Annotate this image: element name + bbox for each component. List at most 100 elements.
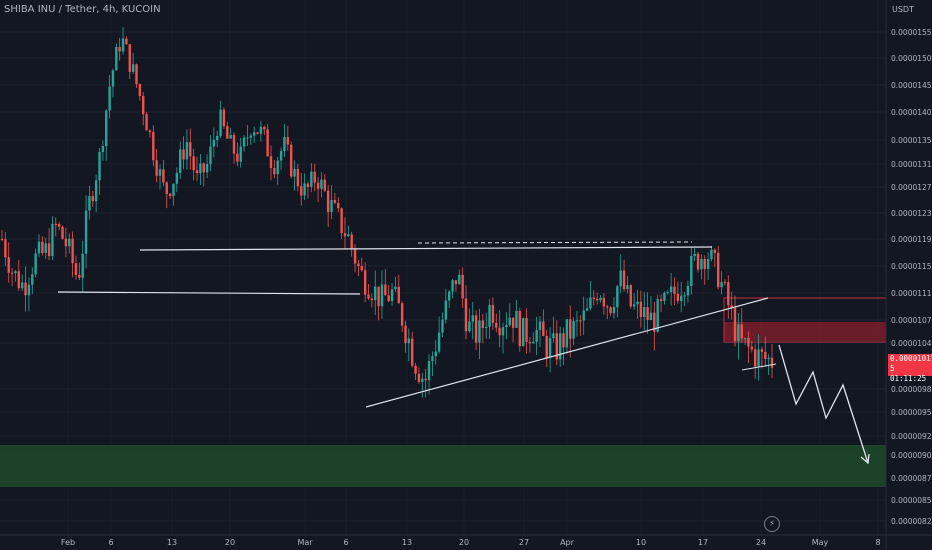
candle-body bbox=[333, 200, 337, 203]
candle-body bbox=[491, 304, 495, 323]
candle-body bbox=[192, 156, 195, 171]
candle-body bbox=[158, 169, 162, 176]
candle-body bbox=[306, 183, 310, 187]
candle-body bbox=[175, 172, 179, 184]
candle-body bbox=[199, 163, 202, 174]
candle-body bbox=[659, 299, 663, 301]
candle-body bbox=[532, 341, 535, 344]
candle-body bbox=[71, 238, 74, 264]
candle-body bbox=[205, 164, 209, 173]
candle-body bbox=[14, 271, 17, 274]
candle-body bbox=[51, 223, 54, 257]
candle-body bbox=[182, 149, 185, 160]
candle-body bbox=[27, 284, 31, 296]
candle-body bbox=[515, 310, 518, 328]
candle-body bbox=[505, 325, 508, 328]
candle-body bbox=[293, 168, 296, 177]
candle-body bbox=[424, 378, 427, 381]
candle-body bbox=[511, 317, 515, 328]
candle-body bbox=[155, 160, 158, 176]
candle-body bbox=[313, 171, 316, 183]
candle-body bbox=[643, 307, 646, 318]
x-axis[interactable]: Feb 6 13 20 Mar 6 13 20 27 Apr 10 17 24 May 8 bbox=[61, 538, 881, 547]
candle-body bbox=[629, 285, 632, 307]
candle-body bbox=[286, 137, 290, 145]
support-line bbox=[57, 291, 361, 295]
y-tick-label: 0.000010400 bbox=[891, 339, 932, 348]
candle-body bbox=[202, 163, 205, 173]
candle-body bbox=[142, 95, 145, 115]
candle-body bbox=[558, 333, 562, 360]
candle-body bbox=[488, 304, 491, 327]
y-tick-label: 0.000008280 bbox=[891, 517, 932, 526]
candle-body bbox=[34, 253, 37, 275]
candle-body bbox=[24, 282, 27, 296]
candle-body bbox=[451, 280, 454, 292]
candle-body bbox=[683, 295, 686, 297]
y-tick-label: 0.000012700 bbox=[891, 183, 932, 192]
y-tick-label: 0.000009250 bbox=[891, 432, 932, 441]
candle-body bbox=[656, 299, 659, 332]
candle-body bbox=[521, 317, 525, 347]
candle-body bbox=[437, 332, 441, 352]
candle-body bbox=[212, 139, 216, 147]
candle-body bbox=[7, 257, 10, 273]
candle-body bbox=[400, 303, 404, 326]
candle-body bbox=[91, 196, 94, 202]
candle-body bbox=[602, 297, 606, 307]
candle-body bbox=[4, 239, 7, 258]
candle-body bbox=[74, 263, 78, 275]
candle-body bbox=[700, 259, 703, 270]
candle-body bbox=[458, 274, 461, 285]
candle-body bbox=[47, 243, 51, 257]
y-axis[interactable]: 0.000015500 0.000015000 0.000014500 0.00001… bbox=[891, 28, 932, 526]
candle-body bbox=[538, 321, 542, 331]
candle-body bbox=[454, 280, 458, 285]
x-tick-label: 6 bbox=[343, 538, 348, 547]
candle-body bbox=[609, 307, 612, 314]
candle-body bbox=[256, 132, 259, 134]
candle-body bbox=[343, 233, 347, 237]
x-tick-label: 13 bbox=[402, 538, 412, 547]
candle-body bbox=[757, 349, 760, 367]
candle-body bbox=[575, 320, 579, 322]
candle-body bbox=[259, 126, 263, 134]
candle-body bbox=[720, 282, 723, 288]
candle-body bbox=[562, 333, 565, 348]
lightning-icon[interactable]: ⚡ bbox=[764, 516, 780, 532]
candle-body bbox=[478, 320, 481, 343]
candle-body bbox=[363, 270, 367, 295]
candle-body bbox=[189, 142, 192, 157]
candle-body bbox=[330, 200, 333, 212]
candle-body bbox=[431, 356, 434, 362]
candle-body bbox=[585, 308, 589, 311]
x-tick-label: 24 bbox=[756, 538, 766, 547]
y-tick-label: 0.000015500 bbox=[891, 28, 932, 37]
candle-body bbox=[599, 297, 602, 301]
candle-body bbox=[128, 44, 131, 72]
candle-body bbox=[427, 361, 431, 381]
candle-body bbox=[474, 315, 478, 343]
x-tick-label: Feb bbox=[61, 538, 75, 547]
candle-body bbox=[209, 146, 212, 165]
candle-body bbox=[747, 338, 750, 347]
candle-body bbox=[434, 351, 437, 357]
candle-body bbox=[310, 171, 313, 187]
candle-body bbox=[484, 326, 488, 328]
candle-body bbox=[743, 338, 747, 340]
candle-body bbox=[384, 284, 387, 296]
candle-body bbox=[441, 319, 444, 333]
chart-title: SHIBA INU / Tether, 4h, KUCOIN bbox=[4, 4, 161, 15]
candle-body bbox=[78, 274, 81, 278]
candle-body bbox=[219, 109, 222, 136]
candle-body bbox=[518, 310, 522, 347]
candle-body bbox=[350, 234, 353, 249]
candle-body bbox=[680, 295, 683, 301]
candle-body bbox=[481, 320, 485, 328]
candle-body bbox=[289, 144, 293, 177]
candle-body bbox=[64, 238, 68, 247]
candle-body bbox=[131, 64, 135, 72]
candle-body bbox=[263, 126, 266, 130]
candle-body bbox=[616, 286, 619, 308]
